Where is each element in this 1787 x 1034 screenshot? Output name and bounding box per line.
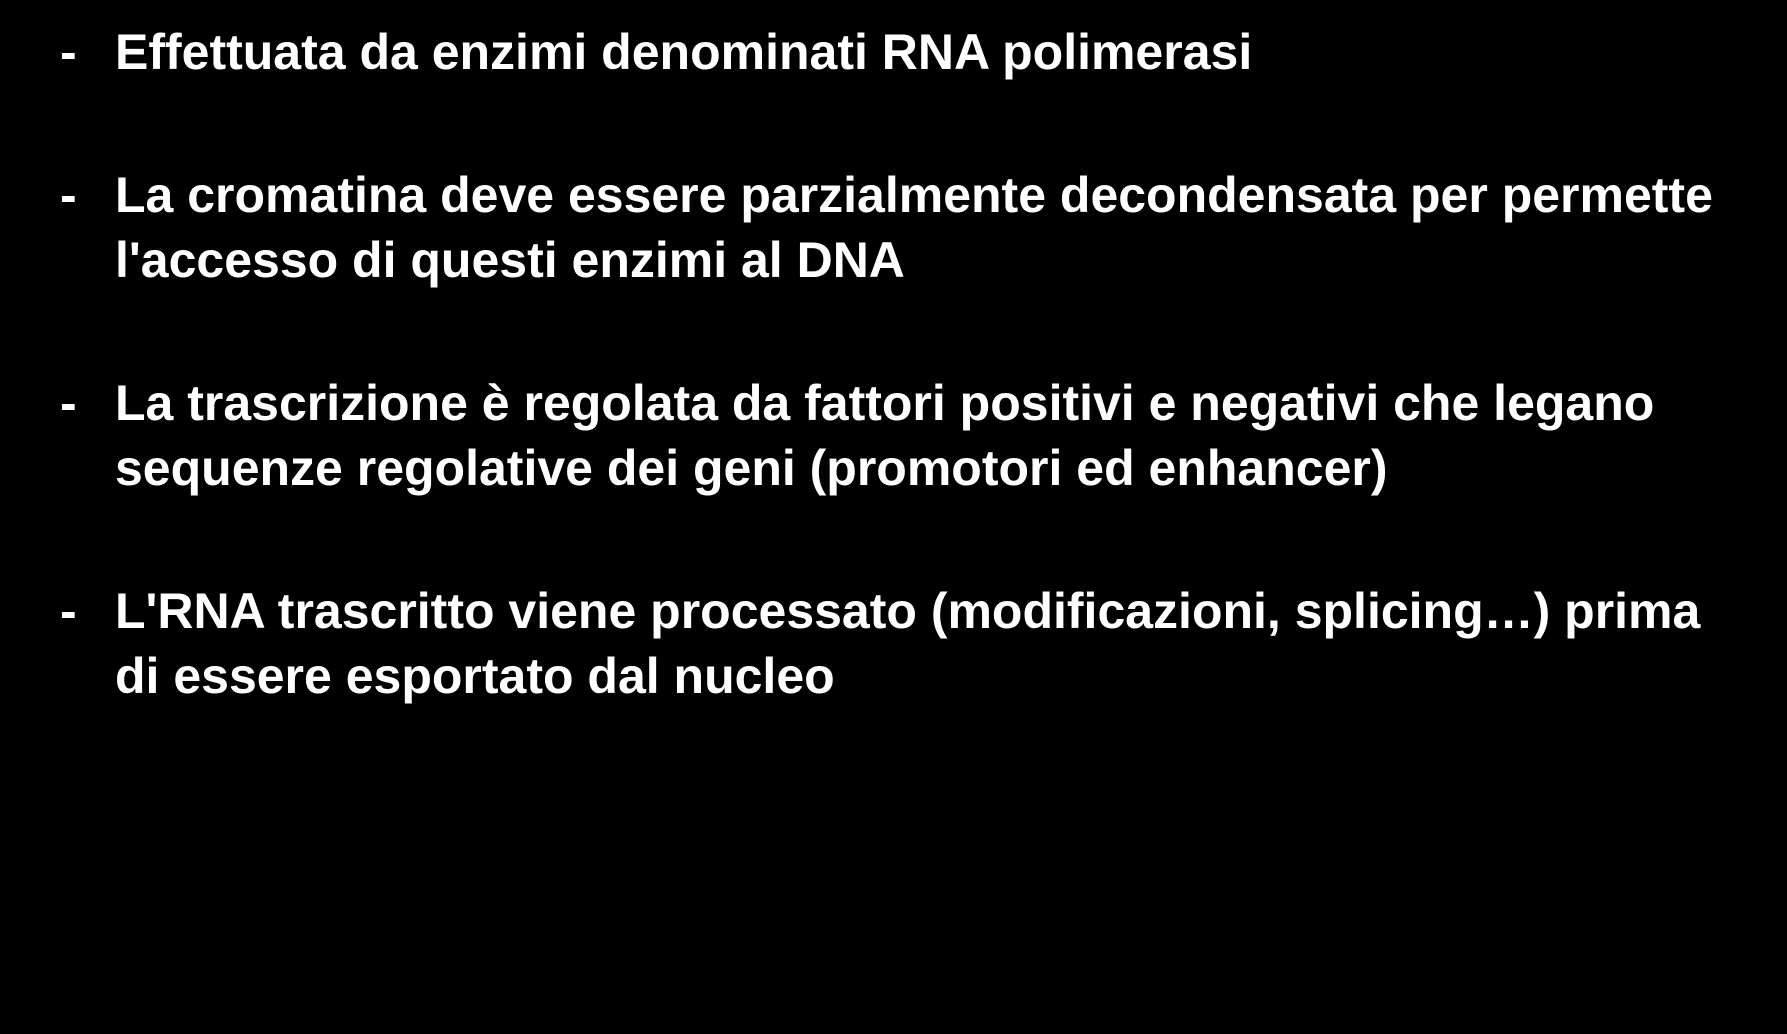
bullet-text: Effettuata da enzimi denominati RNA poli…: [115, 24, 1252, 80]
bullet-item: La trascrizione è regolata da fattori po…: [60, 371, 1727, 501]
bullet-text: La cromatina deve essere parzialmente de…: [115, 167, 1713, 288]
bullet-text: L'RNA trascritto viene processato (modif…: [115, 583, 1700, 704]
bullet-item: L'RNA trascritto viene processato (modif…: [60, 579, 1727, 709]
bullet-item: La cromatina deve essere parzialmente de…: [60, 163, 1727, 293]
bullet-text: La trascrizione è regolata da fattori po…: [115, 375, 1654, 496]
bullet-item: Effettuata da enzimi denominati RNA poli…: [60, 20, 1727, 85]
slide: Effettuata da enzimi denominati RNA poli…: [0, 0, 1787, 1034]
bullet-list: Effettuata da enzimi denominati RNA poli…: [60, 20, 1727, 709]
